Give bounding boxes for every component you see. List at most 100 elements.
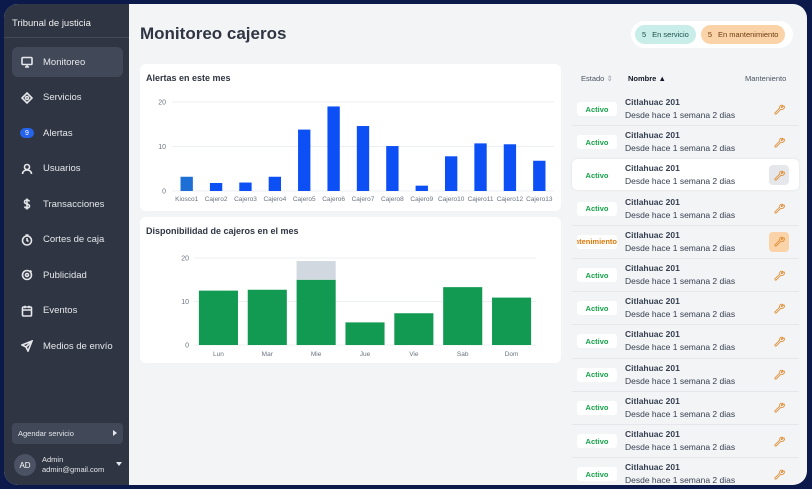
wrench-icon[interactable] <box>769 431 789 451</box>
wrench-icon[interactable] <box>769 265 789 285</box>
table-row[interactable]: Activo Citlahuac 201 Desde hace 1 semana 2… <box>572 93 799 124</box>
status-badge: Activo <box>577 102 617 116</box>
status-badge: Activo <box>577 434 617 448</box>
sidebar-item-label: Transacciones <box>43 198 105 210</box>
sidebar-item-publicidad[interactable]: Publicidad <box>12 260 123 290</box>
sidebar-item-medios-de-envio[interactable]: Medios de envío <box>12 331 123 361</box>
bar[interactable] <box>503 144 517 191</box>
alerts-chart-title: Alertas en este mes <box>146 73 231 83</box>
x-tick-label: Cajero11 <box>468 196 494 203</box>
bar[interactable] <box>443 287 483 345</box>
bar[interactable] <box>198 290 238 345</box>
sidebar-item-usuarios[interactable]: Usuarios <box>12 154 123 184</box>
atm-since: Desde hace 1 semana 2 dias <box>625 209 736 220</box>
bar[interactable] <box>209 182 223 191</box>
table-row[interactable]: Activo Citlahuac 201 Desde hace 1 semana 2… <box>572 458 799 485</box>
atm-since: Desde hace 1 semana 2 dias <box>625 143 736 154</box>
col-mantenimiento: Manteniento <box>745 74 787 83</box>
y-tick-label: 0 <box>162 189 166 196</box>
atm-since: Desde hace 1 semana 2 dias <box>625 276 736 286</box>
x-tick-label: Sab <box>457 351 469 358</box>
table-row[interactable]: Activo Citlahuac 201 Desde hace 1 semana 2… <box>572 193 799 224</box>
availability-chart-card: Disponibilidad de cajeros en el mes 0 10 2… <box>140 217 561 363</box>
table-header: Estado ⇕ Nombre ▲ Manteniento <box>572 70 799 88</box>
sidebar-item-eventos[interactable]: Eventos <box>12 296 123 326</box>
status-badge: Activo <box>577 135 617 150</box>
bar[interactable] <box>247 289 287 345</box>
bar[interactable] <box>474 143 487 191</box>
table-row[interactable]: Mantenimiento Citlahuac 201 Desde hace 1 s… <box>572 226 799 257</box>
bar[interactable] <box>533 160 546 191</box>
in-service-label: En servicio <box>652 30 689 39</box>
sidebar-item-label: Alertas <box>43 127 73 139</box>
wrench-icon[interactable] <box>769 132 789 152</box>
atm-name: Citlahuac 201 <box>625 395 680 406</box>
maintenance-label: En mantenimiento <box>718 30 779 39</box>
wrench-icon[interactable] <box>769 199 789 219</box>
bar[interactable] <box>492 297 532 345</box>
sidebar-item-alertas[interactable]: 9 Alertas <box>12 118 123 148</box>
table-row[interactable]: Activo Citlahuac 201 Desde hace 1 semana 2… <box>572 425 799 456</box>
row-divider <box>572 224 799 226</box>
sidebar-item-label: Usuarios <box>43 163 81 174</box>
bar[interactable] <box>268 176 282 191</box>
alerts-chart: 0 10 20 Kiosco1 Cajero2 Cajero3 Cajero4 Cajero5… <box>158 100 554 203</box>
maintenance-badge[interactable]: 5 En mantenimiento <box>700 25 786 44</box>
wrench-icon[interactable] <box>769 365 789 385</box>
sidebar-item-servicios[interactable]: Servicios <box>12 83 123 113</box>
table-row[interactable]: Activo Citlahuac 201 Desde hace 1 semana 2… <box>572 259 799 290</box>
bar[interactable] <box>394 313 434 345</box>
bar[interactable] <box>327 106 340 191</box>
wrench-icon[interactable] <box>769 331 789 351</box>
bar[interactable] <box>180 176 193 191</box>
x-tick-label: Cajero6 <box>322 196 345 203</box>
status-badge: Mantenimiento <box>577 234 617 249</box>
col-nombre[interactable]: Nombre ▲ <box>628 74 666 83</box>
availability-chart-title: Disponibilidad de cajeros en el mes <box>146 226 299 236</box>
table-row[interactable]: Activo Citlahuac 201 Desde hace 1 semana 2… <box>572 126 799 157</box>
table-row[interactable]: Activo Citlahuac 201 Desde hace 1 semana 2… <box>572 359 799 390</box>
status-badge: Activo <box>577 301 617 316</box>
sidebar-item-transacciones[interactable]: Transacciones <box>12 189 123 219</box>
bar[interactable] <box>296 279 336 345</box>
status-summary: 5 En servicio 5 En mantenimiento <box>631 21 793 48</box>
wrench-icon[interactable] <box>769 231 789 252</box>
bar[interactable] <box>345 322 385 345</box>
atm-name: Citlahuac 201 <box>625 97 680 107</box>
sidebar-item-label: Medios de envío <box>43 340 113 352</box>
user-menu[interactable]: AD Admin admin@gmail.com <box>14 452 124 478</box>
atm-since: Desde hace 1 semana 2 dias <box>625 176 736 187</box>
bar[interactable] <box>298 129 311 191</box>
sidebar-item-label: Servicios <box>43 92 82 103</box>
table-row[interactable]: Activo Citlahuac 201 Desde hace 1 semana 2… <box>572 325 799 356</box>
x-tick-label: Cajero2 <box>205 196 228 203</box>
row-divider <box>572 457 799 459</box>
wrench-icon[interactable] <box>769 165 789 186</box>
sidebar-item-monitoreo[interactable]: Monitoreo <box>12 47 123 77</box>
table-row[interactable]: Activo Citlahuac 201 Desde hace 1 semana 2… <box>572 392 799 423</box>
dollar-icon <box>20 197 34 211</box>
atm-name: Citlahuac 201 <box>625 362 680 373</box>
bar[interactable] <box>239 182 252 191</box>
bar[interactable] <box>444 156 458 191</box>
bar[interactable] <box>386 146 399 191</box>
sidebar-item-cortes-de-caja[interactable]: Cortes de caja <box>12 225 123 255</box>
table-row[interactable]: Activo Citlahuac 201 Desde hace 1 semana 2… <box>572 292 799 323</box>
chevron-right-icon <box>113 430 117 436</box>
x-tick-label: Vie <box>409 351 419 358</box>
schedule-service-button[interactable]: Agendar servicio <box>12 423 123 444</box>
bar[interactable] <box>415 185 428 191</box>
in-service-badge[interactable]: 5 En servicio <box>635 25 696 44</box>
wrench-icon[interactable] <box>769 398 789 418</box>
bar[interactable] <box>296 261 336 280</box>
atm-since: Desde hace 1 semana 2 dias <box>625 442 736 452</box>
col-estado[interactable]: Estado ⇕ <box>581 74 613 83</box>
sidebar-item-label: Cortes de caja <box>43 234 105 245</box>
wrench-icon[interactable] <box>769 298 789 318</box>
wrench-icon[interactable] <box>769 99 789 119</box>
user-info: Admin admin@gmail.com <box>42 455 104 475</box>
table-row[interactable]: Activo Citlahuac 201 Desde hace 1 semana 2… <box>572 159 799 191</box>
bar[interactable] <box>356 126 370 191</box>
sidebar-nav: Monitoreo Servicios 9 Alertas Usuarios T… <box>4 47 129 361</box>
wrench-icon[interactable] <box>769 464 789 484</box>
